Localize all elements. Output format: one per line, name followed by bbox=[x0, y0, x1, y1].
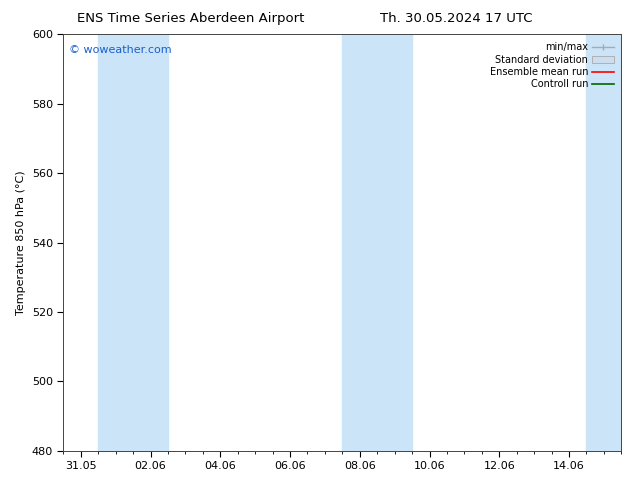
Bar bbox=[586, 34, 634, 451]
Y-axis label: Temperature 850 hPa (°C): Temperature 850 hPa (°C) bbox=[16, 170, 26, 315]
Text: © woweather.com: © woweather.com bbox=[69, 45, 172, 55]
Bar bbox=[342, 34, 412, 451]
Legend: min/max, Standard deviation, Ensemble mean run, Controll run: min/max, Standard deviation, Ensemble me… bbox=[487, 39, 616, 92]
Text: Th. 30.05.2024 17 UTC: Th. 30.05.2024 17 UTC bbox=[380, 12, 533, 25]
Bar bbox=[98, 34, 168, 451]
Text: ENS Time Series Aberdeen Airport: ENS Time Series Aberdeen Airport bbox=[77, 12, 304, 25]
